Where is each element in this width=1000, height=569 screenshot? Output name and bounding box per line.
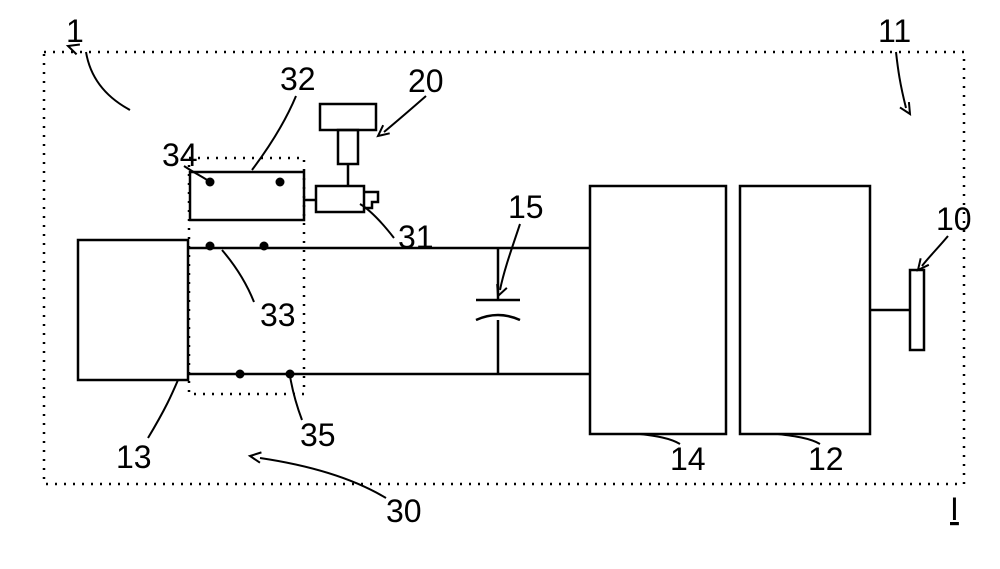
label-n14: 14 [670, 441, 706, 477]
label-n15: 15 [508, 189, 544, 225]
fuse-body [316, 186, 364, 212]
diagram-figure: 111322034311510333513301412I [0, 0, 1000, 569]
label-n11: 11 [878, 13, 911, 49]
switch-group-boundary [189, 158, 304, 394]
label-n10: 10 [936, 201, 972, 237]
fuse-notch [364, 192, 378, 208]
sensor-cap [320, 104, 376, 130]
leader-n15 [500, 224, 520, 290]
label-n32: 32 [280, 61, 316, 97]
leader-n30 [260, 458, 386, 498]
sensor-stem [338, 130, 358, 164]
label-n35: 35 [300, 417, 336, 453]
leader-n1 [86, 52, 130, 110]
system-boundary [44, 52, 964, 484]
label-n31: 31 [398, 219, 434, 255]
leader-n35 [290, 376, 302, 420]
leader-n10 [922, 236, 948, 266]
disc-10 [910, 270, 924, 350]
block-13 [78, 240, 188, 380]
label-n20: 20 [408, 63, 444, 99]
leader-n33 [222, 250, 254, 302]
leader-n13 [148, 380, 178, 438]
leader-arrow-n30 [250, 452, 261, 462]
node-dot [260, 242, 269, 251]
label-n30: 30 [386, 493, 422, 529]
label-n33: 33 [260, 297, 296, 333]
leader-n20 [384, 96, 426, 132]
label-n34: 34 [162, 137, 198, 173]
label-n1: 1 [66, 13, 84, 49]
label-n12: 12 [808, 441, 844, 477]
leader-arrow-n20 [378, 125, 390, 136]
node-dot [276, 178, 285, 187]
cap-plate-bot [476, 315, 520, 320]
block-12 [740, 186, 870, 434]
label-n13: 13 [116, 439, 152, 475]
block-14 [590, 186, 726, 434]
node-dot [236, 370, 245, 379]
leader-n11 [896, 52, 906, 108]
node-dot [206, 242, 215, 251]
label-nI: I [950, 491, 959, 527]
